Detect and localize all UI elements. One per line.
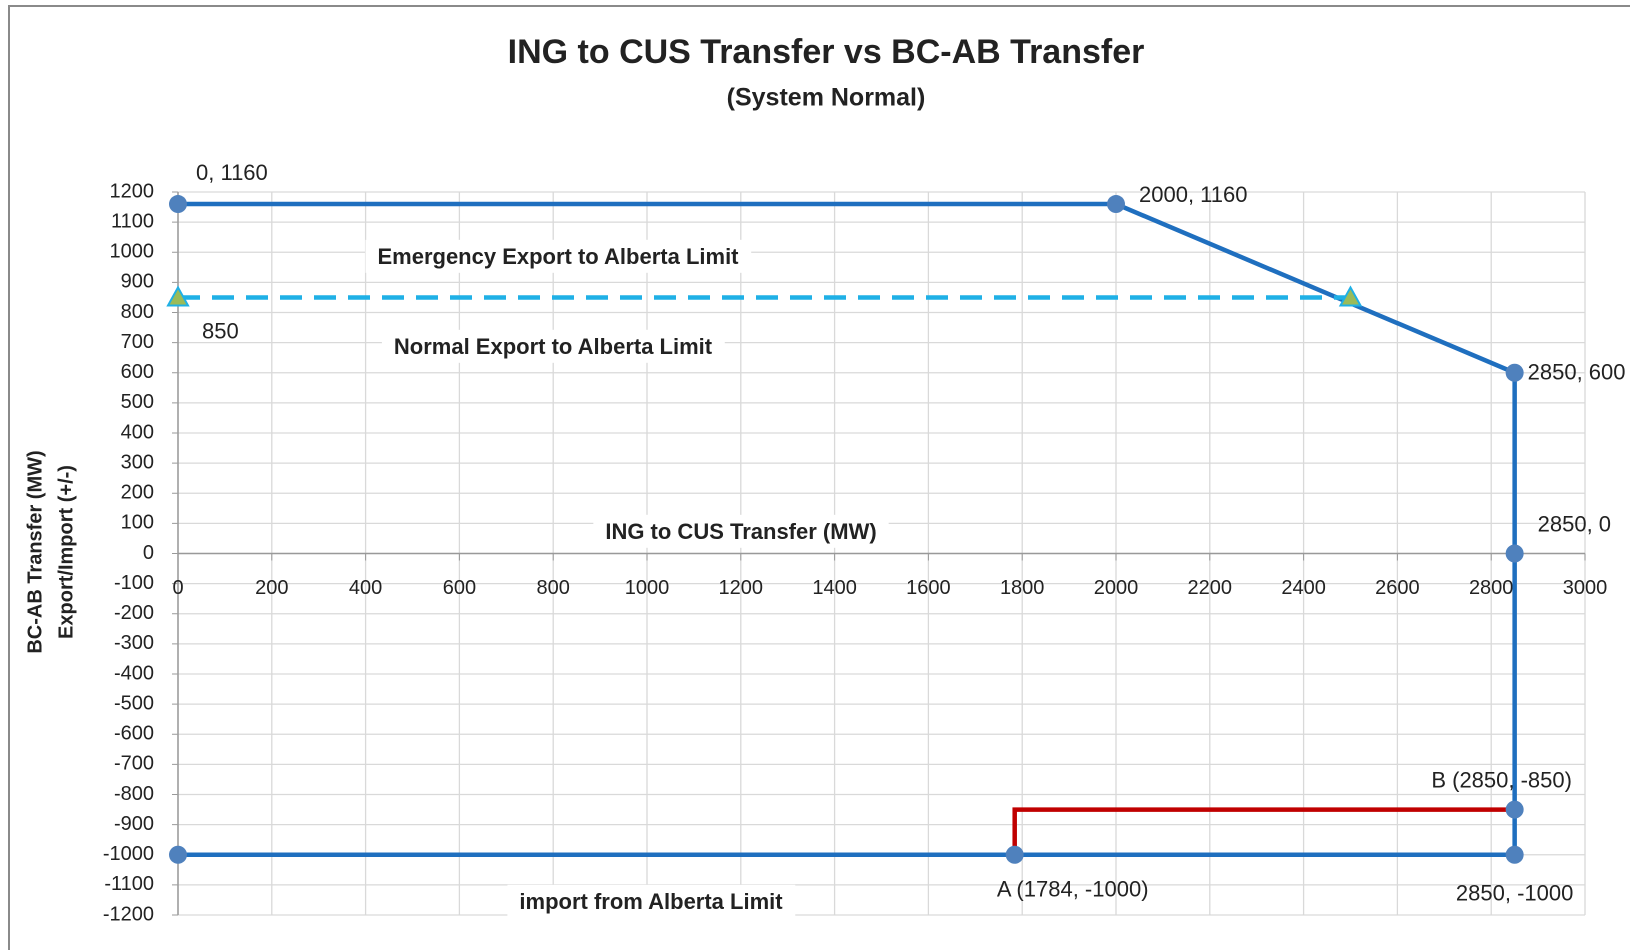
annotation-bg [507,884,796,918]
y-tick-label: 300 [121,451,154,473]
annotation-bg [365,239,752,273]
x-tick-label: 1400 [812,577,857,599]
y-tick-label: 100 [121,512,154,534]
point-label: 2850, 600 [1528,360,1626,385]
line [178,201,1517,857]
y-tick-label: -800 [114,783,154,805]
y-tick-label: 1000 [110,241,155,263]
point-label: 0, 1160 [196,160,268,185]
chart-title: ING to CUS Transfer vs BC-AB Transfer [508,33,1145,71]
marker [166,285,190,307]
point-label: A (1784, -1000) [997,877,1149,902]
x-tick-label: 1800 [1000,577,1045,599]
y-tick-label: -1100 [104,873,154,895]
chart-subtitle: (System Normal) [727,84,926,112]
x-tick-label: 3000 [1563,577,1608,599]
annotation: import from Alberta Limit [519,889,783,914]
x-tick-label: 0 [172,577,183,599]
point-labels: 0, 1160 2000, 1160 2850, 600 2850, 0 B (2850… [166,160,1626,906]
x-tick-label: 1000 [625,577,670,599]
y-axis-label: Export/Import (+/-) [55,465,77,639]
point-label: 850 [202,318,239,343]
line [1012,807,1515,855]
y-tick-label: 200 [121,482,154,504]
y-tick-label: -1000 [103,843,154,865]
y-tick-label: 700 [121,331,154,353]
x-tick-label: 1600 [906,577,951,599]
x-tick-label: 600 [443,577,476,599]
x-tick-label: 2200 [1188,577,1233,599]
chart-frame [8,5,1630,950]
point-label: 2850, -1000 [1456,881,1573,906]
marker [1107,195,1125,214]
marker [1505,363,1524,382]
y-tick-label: -400 [114,662,154,684]
point-label: B (2850, -850) [1431,767,1572,792]
y-tick-label: 900 [121,271,154,293]
y-tick-label: 1100 [111,210,154,232]
y-tick-label: -500 [114,692,154,714]
x-axis-label: ING to CUS Transfer (MW) [605,519,876,544]
y-tick-label: 500 [121,391,154,413]
y-tick-label: -900 [114,813,154,835]
x-tick-label: 2400 [1281,577,1326,599]
marker [1338,285,1363,307]
marker [1505,800,1524,819]
annotation: Normal Export to Alberta Limit [394,334,713,359]
y-tick-label: 800 [121,301,154,323]
y-tick-label: 1200 [110,180,155,202]
y-tick-label: 600 [121,361,154,383]
marker [1505,544,1524,563]
y-tick-label: -700 [114,753,154,775]
y-tick-label: -300 [114,632,154,654]
marker [169,845,187,864]
y-tick-label: -600 [114,723,154,745]
y-tick-label: -200 [114,602,154,624]
marker [169,195,187,214]
y-axis-label: BC-AB Transfer (MW) [24,450,46,653]
x-tick-label: 2800 [1469,577,1514,599]
x-axis-label-bg [593,514,889,548]
y-tick-label: -100 [114,572,154,594]
annotation-bg [381,329,725,363]
labels: -1200-1100-1000-900-800-700-600-500-400-… [24,180,1607,925]
x-tick-label: 2000 [1094,577,1139,599]
x-tick-label: 400 [349,577,382,599]
x-tick-label: 800 [537,577,570,599]
point-label: 2000, 1160 [1139,182,1247,207]
x-tick-label: 1200 [719,577,764,599]
annotation: Emergency Export to Alberta Limit [377,244,739,269]
marker [1505,845,1524,864]
x-tick-label: 2600 [1375,577,1420,599]
y-tick-label: 400 [121,421,154,443]
point-label: 2850, 0 [1538,511,1611,536]
marker [1005,845,1024,864]
y-tick-label: 0 [143,542,154,564]
grid [172,191,1586,916]
x-tick-label: 200 [255,577,288,599]
y-tick-label: -1200 [103,903,154,925]
marks [178,201,1517,857]
